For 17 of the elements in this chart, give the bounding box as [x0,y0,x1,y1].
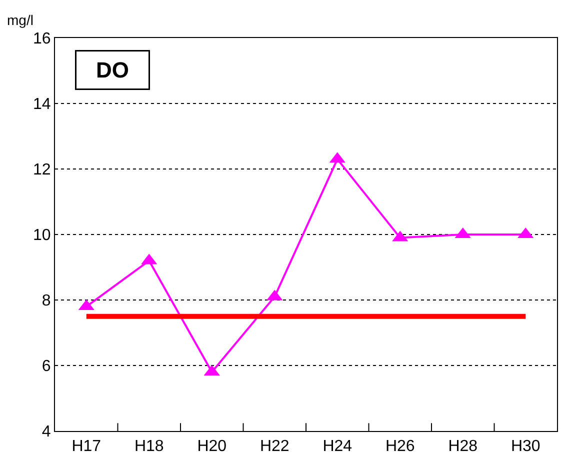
y-axis-title: mg/l [7,12,34,28]
y-tick-label: 14 [33,96,51,114]
y-tick-label: 6 [42,358,51,376]
x-tick-label: H17 [72,438,102,456]
x-tick-label: H18 [134,438,164,456]
annotation: DO [96,58,129,82]
x-tick-label: H20 [197,438,227,456]
x-tick-label: H30 [510,438,540,456]
x-tick-label: H24 [322,438,352,456]
y-tick-label: 4 [42,424,51,441]
y-tick-label: 16 [33,30,51,48]
x-tick-label: H28 [448,438,478,456]
x-tick-label: H26 [385,438,415,456]
x-tick-label: H22 [260,438,290,456]
y-tick-label: 10 [33,227,51,244]
y-tick-label: 8 [42,292,51,310]
y-tick-label: 12 [33,162,51,179]
